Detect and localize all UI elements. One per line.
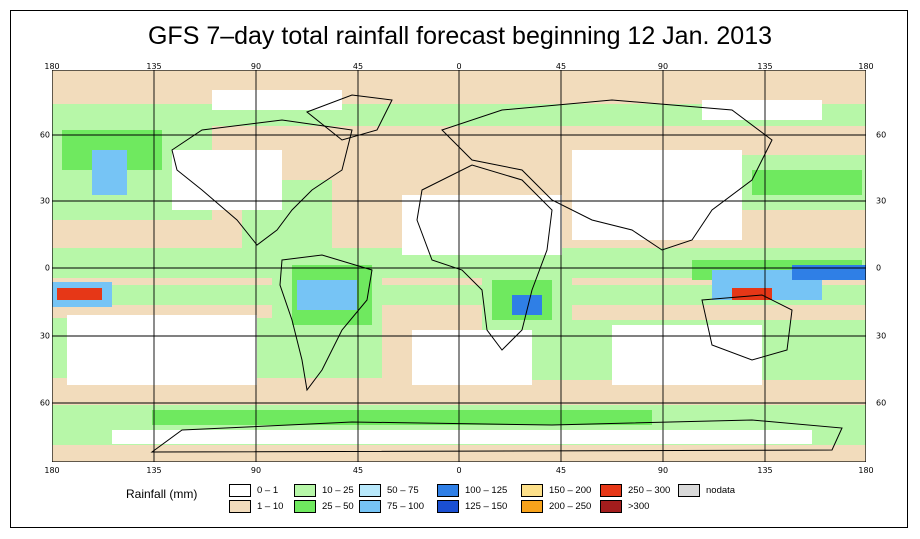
lon-tick-label: 90 (250, 62, 262, 71)
legend-swatch (294, 500, 316, 513)
legend-swatch (359, 500, 381, 513)
coastlines (150, 94, 843, 453)
legend-swatch (521, 500, 543, 513)
legend-swatch (437, 500, 459, 513)
map-title: GFS 7–day total rainfall forecast beginn… (147, 22, 772, 50)
legend-swatch (294, 484, 316, 497)
legend-label: 10 – 25 (322, 485, 354, 496)
legend-label: >300 (628, 501, 650, 512)
legend-swatch (600, 484, 622, 497)
lat-tick-label: 60 (876, 398, 887, 408)
lon-tick-label: 180 (44, 62, 60, 71)
lon-tick-label: 135 (757, 466, 773, 475)
lon-tick-label: 180 (858, 466, 874, 475)
lon-tick-label: 90 (657, 466, 669, 475)
legend-swatch (521, 484, 543, 497)
heavy-rain-areas (52, 150, 866, 315)
legend-label: nodata (706, 485, 736, 496)
legend-title: Rainfall (mm) (126, 487, 198, 501)
legend-label: 100 – 125 (465, 485, 508, 496)
lon-tick-label: 135 (146, 466, 162, 475)
lon-tick-label: 180 (44, 466, 60, 475)
lon-tick-label: 45 (555, 62, 567, 71)
rainfall-map (52, 70, 866, 462)
lon-tick-label: 135 (146, 62, 162, 71)
legend-label: 0 – 1 (257, 485, 279, 496)
lat-tick-label: 60 (39, 130, 50, 140)
lat-tick-label: 0 (876, 263, 882, 273)
legend-swatch (437, 484, 459, 497)
lon-tick-label: 0 (456, 466, 462, 475)
legend-swatch (229, 484, 251, 497)
lat-tick-label: 30 (876, 331, 887, 341)
legend-label: 1 – 10 (257, 501, 284, 512)
legend-label: 75 – 100 (387, 501, 424, 512)
legend-swatch (678, 484, 700, 497)
lat-tick-label: 30 (39, 196, 50, 206)
lon-tick-label: 45 (555, 466, 567, 475)
lon-tick-label: 135 (757, 62, 773, 71)
legend-label: 50 – 75 (387, 485, 419, 496)
lat-tick-label: 60 (876, 130, 887, 140)
lon-tick-label: 90 (657, 62, 669, 71)
legend-swatch (359, 484, 381, 497)
lat-tick-label: 30 (876, 196, 887, 206)
lon-tick-label: 45 (352, 466, 364, 475)
legend-label: 250 – 300 (628, 485, 671, 496)
legend-swatch (229, 500, 251, 513)
lat-tick-label: 60 (39, 398, 50, 408)
lat-tick-label: 30 (39, 331, 50, 341)
lon-tick-label: 45 (352, 62, 364, 71)
lon-tick-label: 90 (250, 466, 262, 475)
graticule (52, 70, 866, 462)
legend-label: 125 – 150 (465, 501, 508, 512)
lat-tick-label: 0 (44, 263, 50, 273)
lon-tick-label: 180 (858, 62, 874, 71)
legend-label: 25 – 50 (322, 501, 354, 512)
legend-label: 150 – 200 (549, 485, 592, 496)
lon-tick-label: 0 (456, 62, 462, 71)
legend-swatch (600, 500, 622, 513)
legend-label: 200 – 250 (549, 501, 592, 512)
dry-areas (67, 90, 822, 444)
